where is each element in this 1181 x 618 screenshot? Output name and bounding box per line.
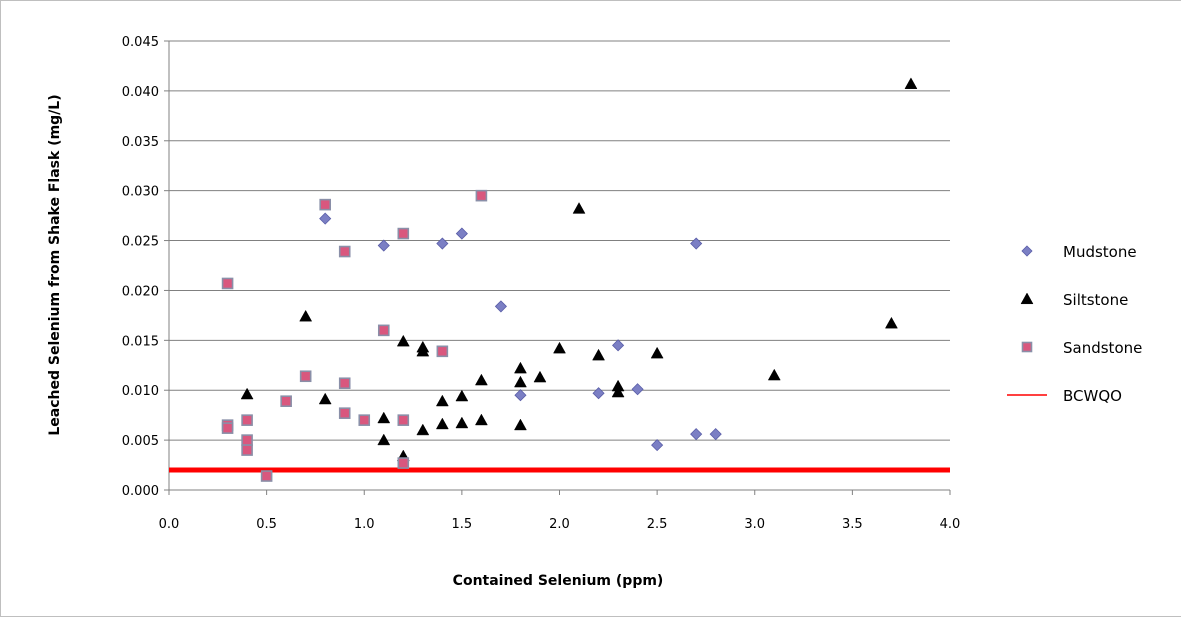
siltstone-point [378, 434, 390, 445]
y-tick-label: 0.030 [122, 185, 159, 200]
y-tick-labels: 0.000 0.005 0.010 0.015 0.020 0.025 0.030 0.035… [122, 35, 159, 499]
x-tick-label: 4.0 [940, 517, 961, 532]
sandstone-point [398, 415, 408, 425]
mudstone-point [652, 440, 663, 451]
sandstone-point [242, 445, 252, 455]
mudstone-point [495, 301, 506, 312]
sandstone-point [320, 200, 330, 210]
mudstone-point [691, 429, 702, 440]
x-tick-label: 3.5 [842, 517, 863, 532]
x-tick-label: 3.0 [744, 517, 765, 532]
y-tick-label: 0.010 [122, 384, 159, 399]
legend: Mudstone Siltstone Sandstone BCWQO [1007, 243, 1142, 405]
x-tick-labels: 0.0 0.5 1.0 1.5 2.0 2.5 3.0 3.5 4.0 [159, 517, 961, 532]
sandstone-point [223, 278, 233, 288]
siltstone-point [475, 374, 487, 385]
sandstone-point [340, 247, 350, 257]
mudstone-legend-swatch [1022, 246, 1032, 256]
mudstone-legend-label: Mudstone [1063, 243, 1137, 261]
mudstone-point [613, 340, 624, 351]
sandstone-point [242, 435, 252, 445]
siltstone-point [456, 417, 468, 428]
bcwqo-legend-label: BCWQO [1063, 387, 1122, 405]
x-tick-label: 2.5 [647, 517, 668, 532]
y-tick-label: 0.000 [122, 484, 159, 499]
siltstone-point [378, 412, 390, 423]
x-tick-label: 1.5 [452, 517, 473, 532]
x-tick-label: 0.5 [256, 517, 277, 532]
mudstone-point [515, 390, 526, 401]
y-tick-label: 0.005 [122, 434, 159, 449]
mudstone-point [456, 228, 467, 239]
siltstone-point [300, 310, 312, 321]
siltstone-point [436, 395, 448, 406]
siltstone-point [554, 342, 566, 353]
sandstone-point [301, 371, 311, 381]
x-tick-label: 1.0 [354, 517, 375, 532]
sandstone-point [340, 378, 350, 388]
y-tick-label: 0.040 [122, 85, 159, 100]
data-points [223, 78, 917, 481]
siltstone-point [905, 78, 917, 89]
sandstone-point [223, 423, 233, 433]
sandstone-point [476, 191, 486, 201]
sandstone-legend-label: Sandstone [1063, 339, 1142, 357]
x-tick-label: 0.0 [159, 517, 180, 532]
siltstone-point [885, 317, 897, 328]
siltstone-point [514, 362, 526, 373]
sandstone-point [242, 415, 252, 425]
siltstone-point [436, 418, 448, 429]
mudstone-point [437, 238, 448, 249]
siltstone-point [514, 376, 526, 387]
y-tick-label: 0.015 [122, 334, 159, 349]
mudstone-point [593, 388, 604, 399]
axes [164, 41, 950, 495]
siltstone-point [573, 203, 585, 214]
siltstone-legend-label: Siltstone [1063, 291, 1128, 309]
mudstone-point [378, 240, 389, 251]
x-tick-label: 2.0 [549, 517, 570, 532]
sandstone-point [379, 325, 389, 335]
siltstone-point [319, 393, 331, 404]
siltstone-point [768, 369, 780, 380]
sandstone-point [398, 458, 408, 468]
mudstone-point [632, 384, 643, 395]
sandstone-point [437, 346, 447, 356]
siltstone-point [534, 371, 546, 382]
siltstone-point [593, 349, 605, 360]
y-tick-label: 0.025 [122, 235, 159, 250]
siltstone-point [475, 414, 487, 425]
y-tick-label: 0.020 [122, 284, 159, 299]
mudstone-point [710, 429, 721, 440]
siltstone-point [651, 347, 663, 358]
siltstone-legend-swatch [1021, 293, 1033, 304]
x-axis-title: Contained Selenium (ppm) [453, 573, 664, 589]
siltstone-point [456, 390, 468, 401]
sandstone-point [262, 471, 272, 481]
sandstone-legend-swatch [1023, 343, 1032, 352]
sandstone-point [340, 408, 350, 418]
y-tick-label: 0.045 [122, 35, 159, 50]
y-axis-title: Leached Selenium from Shake Flask (mg/L) [47, 94, 63, 435]
siltstone-point [514, 419, 526, 430]
sandstone-point [281, 396, 291, 406]
siltstone-point [417, 424, 429, 435]
sandstone-point [359, 415, 369, 425]
sandstone-point [398, 229, 408, 239]
y-tick-label: 0.035 [122, 135, 159, 150]
gridlines [169, 41, 950, 440]
mudstone-point [691, 238, 702, 249]
mudstone-point [320, 213, 331, 224]
